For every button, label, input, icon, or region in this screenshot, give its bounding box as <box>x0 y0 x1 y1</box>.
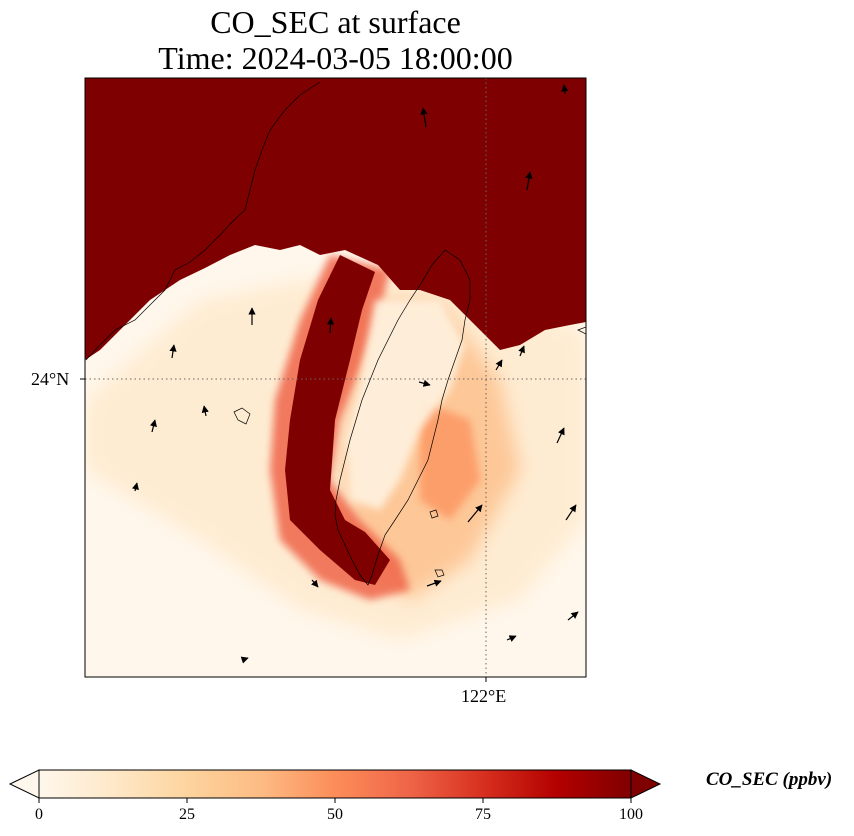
wind-arrow <box>131 482 139 492</box>
wind-arrow <box>561 84 569 95</box>
map-time-subtitle: Time: 2024-03-05 18:00:00 <box>158 40 513 76</box>
colorbar-max-extend <box>630 769 662 799</box>
moderate-plume-core <box>420 400 480 520</box>
colorbar <box>8 769 662 803</box>
wind-arrow <box>240 656 249 664</box>
colorbar-tick-label: 25 <box>179 806 195 823</box>
wind-arrow <box>525 171 533 191</box>
island-interior <box>345 300 465 510</box>
colorbar-gradient <box>38 769 632 799</box>
colorbar-tick-label: 100 <box>619 806 643 823</box>
saturated-north-region <box>85 78 586 360</box>
wind-arrow <box>518 345 525 357</box>
wind-arrow <box>495 359 503 371</box>
map-panel <box>80 77 587 682</box>
wind-arrow <box>418 379 431 387</box>
colorbar-min-extend <box>8 769 40 799</box>
colorbar-tick-marks <box>38 798 632 803</box>
lon-tick-label: 122°E <box>461 686 507 706</box>
wind-arrow <box>326 317 335 334</box>
wind-arrow <box>149 419 157 433</box>
lat-tick-label: 24°N <box>31 369 70 389</box>
wind-vectors <box>131 84 579 664</box>
colorbar-tick-label: 50 <box>327 806 343 823</box>
saturated-band <box>285 255 390 585</box>
wind-arrow <box>426 579 442 587</box>
colorbar-label: CO_SEC (ppbv) <box>706 769 833 790</box>
coastline <box>85 81 586 586</box>
colorbar-tick-label: 0 <box>35 806 43 823</box>
map-title: CO_SEC at surface <box>210 4 461 40</box>
wind-arrow <box>311 579 319 588</box>
concentration-field <box>85 78 586 677</box>
map-frame <box>84 77 587 678</box>
wind-arrow <box>506 635 517 642</box>
wind-arrow <box>201 405 209 417</box>
wind-arrow <box>420 107 428 128</box>
wind-arrow <box>169 344 177 359</box>
wind-arrow <box>556 427 565 444</box>
wind-arrow <box>567 611 579 621</box>
wind-arrow <box>467 504 483 523</box>
colorbar-tick-label: 75 <box>475 806 491 823</box>
wind-arrow <box>565 504 577 521</box>
